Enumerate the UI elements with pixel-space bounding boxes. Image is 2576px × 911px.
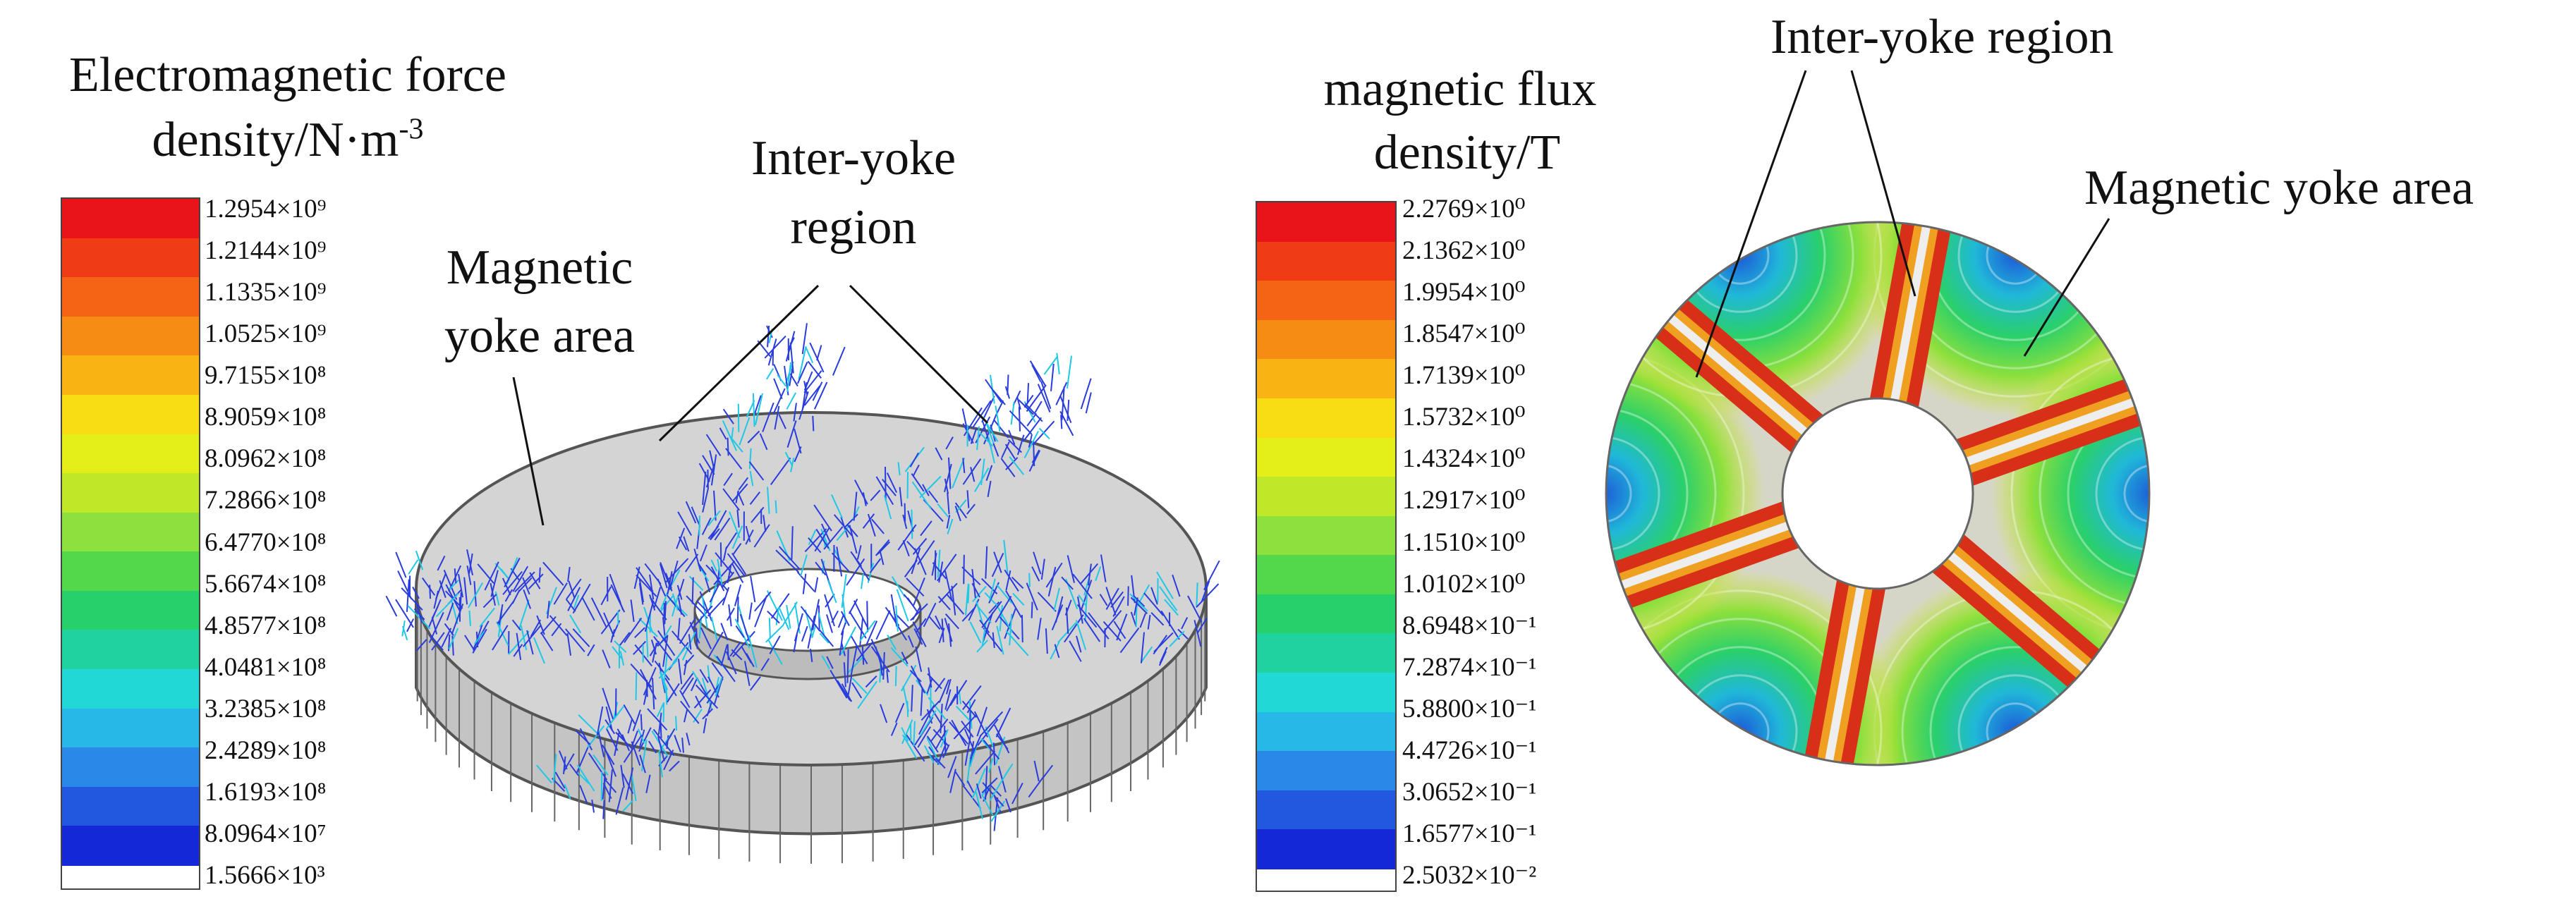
right-colorbar-band: [1257, 398, 1395, 439]
left-colorbar-tick-label: 7.2866×10⁸: [205, 486, 327, 515]
right-colorbar-tick-label: 1.2917×10⁰: [1402, 486, 1526, 515]
right-colorbar-tick-label: 1.7139×10⁰: [1402, 361, 1526, 391]
right-colorbar-band: [1257, 594, 1395, 635]
left-colorbar-band: [62, 394, 199, 435]
left-yoke-label-line1: Magnetic: [446, 240, 633, 295]
left-colorbar-band: [62, 512, 199, 553]
force-vector-arm: [385, 549, 687, 668]
left-colorbar-band: [62, 747, 199, 788]
left-colorbar-tick-label: 3.2385×10⁸: [205, 694, 327, 723]
right-colorbar-band: [1257, 751, 1395, 791]
right-colorbar-tick-label: 1.5732×10⁰: [1402, 403, 1526, 432]
right-yoke-label: Magnetic yoke area: [2084, 161, 2474, 215]
left-colorbar-band: [62, 551, 199, 592]
left-inter-label-line2: region: [790, 200, 917, 255]
left-colorbar-tick-label: 4.8577×10⁸: [205, 611, 327, 640]
left-colorbar-band: [62, 786, 199, 827]
right-colorbar-band: [1257, 633, 1395, 674]
left-colorbar-tick-label: 8.0964×10⁷: [205, 819, 327, 848]
left-colorbar-band: [62, 199, 199, 239]
right-legend-title-line1: magnetic flux: [1323, 62, 1597, 116]
left-inter-label-line1: Inter-yoke: [751, 131, 956, 185]
right-colorbar-tick-label: 4.4726×10⁻¹: [1402, 735, 1537, 765]
right-colorbar-band: [1257, 711, 1395, 752]
right-colorbar-tick-label: 2.1362×10⁰: [1402, 236, 1526, 266]
force-vector-arm: [536, 575, 803, 819]
left-colorbar-tick-label: 2.4289×10⁸: [205, 735, 327, 765]
right-colorbar-band: [1257, 319, 1395, 360]
right-colorbar-band: [1257, 477, 1395, 517]
right-colorbar-band: [1257, 555, 1395, 595]
left-colorbar-band: [62, 355, 199, 396]
right-colorbar-tick-label: 8.6948×10⁻¹: [1402, 611, 1537, 640]
left-colorbar-tick-label: 1.2144×10⁹: [205, 236, 327, 266]
right-inter-label: Inter-yoke region: [1770, 10, 2114, 64]
right-colorbar-tick-label: 5.8800×10⁻¹: [1402, 694, 1537, 723]
left-colorbar-band: [62, 826, 199, 866]
right-colorbar-tick-label: 7.2874×10⁻¹: [1402, 652, 1537, 682]
right-legend-title-line2: density/T: [1373, 126, 1561, 180]
force-vector-arm: [775, 353, 1092, 623]
left-colorbar-band: [62, 708, 199, 749]
left-colorbar-tick-label: 5.6674×10⁸: [205, 569, 327, 599]
right-colorbar-tick-label: 1.0102×10⁰: [1402, 569, 1526, 599]
right-colorbar-band: [1257, 241, 1395, 282]
right-colorbar-tick-label: 2.5032×10⁻²: [1402, 861, 1537, 890]
force-vector-arm: [794, 574, 1054, 831]
left-legend-title-line1: Electromagnetic force: [69, 48, 506, 102]
right-colorbar-band: [1257, 202, 1395, 243]
right-colorbar-tick-label: 3.0652×10⁻¹: [1402, 777, 1537, 807]
right-colorbar-band: [1257, 515, 1395, 556]
left-colorbar-band: [62, 630, 199, 671]
left-colorbar-tick-label: 1.6193×10⁸: [205, 777, 327, 807]
force-density-disk: [385, 323, 1220, 864]
left-colorbar-band: [62, 316, 199, 357]
force-vector-arm: [885, 539, 1220, 666]
left-colorbar-tick-label: 8.0962×10⁸: [205, 444, 327, 474]
left-legend-title-line2: density/N·m-3: [152, 113, 424, 167]
left-colorbar-band: [62, 277, 199, 317]
left-colorbar-tick-label: 1.0525×10⁹: [205, 319, 327, 349]
right-colorbar-band: [1257, 437, 1395, 478]
left-colorbar-band: [62, 669, 199, 709]
left-yoke-label-line2: yoke area: [444, 309, 636, 363]
left-colorbar: [61, 197, 200, 890]
right-colorbar-tick-label: 1.1510×10⁰: [1402, 527, 1526, 557]
leader-lines: [512, 70, 2110, 526]
left-colorbar-band: [62, 473, 199, 513]
left-colorbar-band: [62, 434, 199, 475]
flux-density-disk: [1605, 221, 2151, 766]
left-colorbar-tick-label: 4.0481×10⁸: [205, 652, 327, 682]
right-colorbar-tick-label: 1.8547×10⁰: [1402, 319, 1526, 349]
left-colorbar-tick-label: 1.2954×10⁹: [205, 195, 327, 224]
right-colorbar-band: [1257, 281, 1395, 321]
right-colorbar: [1256, 201, 1397, 892]
right-colorbar-tick-label: 1.4324×10⁰: [1402, 444, 1526, 474]
right-colorbar-tick-label: 1.9954×10⁰: [1402, 278, 1526, 307]
left-colorbar-band: [62, 590, 199, 631]
left-colorbar-tick-label: 6.4770×10⁸: [205, 527, 327, 557]
right-colorbar-tick-label: 1.6577×10⁻¹: [1402, 819, 1537, 848]
left-colorbar-band: [62, 238, 199, 279]
right-colorbar-band: [1257, 673, 1395, 713]
right-colorbar-tick-label: 2.2769×10⁰: [1402, 195, 1526, 224]
left-colorbar-tick-label: 9.7155×10⁸: [205, 361, 327, 391]
left-colorbar-tick-label: 1.1335×10⁹: [205, 278, 327, 307]
right-colorbar-band: [1257, 359, 1395, 399]
left-colorbar-tick-label: 1.5666×10³: [205, 861, 325, 890]
right-colorbar-band: [1257, 790, 1395, 831]
right-colorbar-band: [1257, 829, 1395, 869]
left-colorbar-tick-label: 8.9059×10⁸: [205, 403, 327, 432]
